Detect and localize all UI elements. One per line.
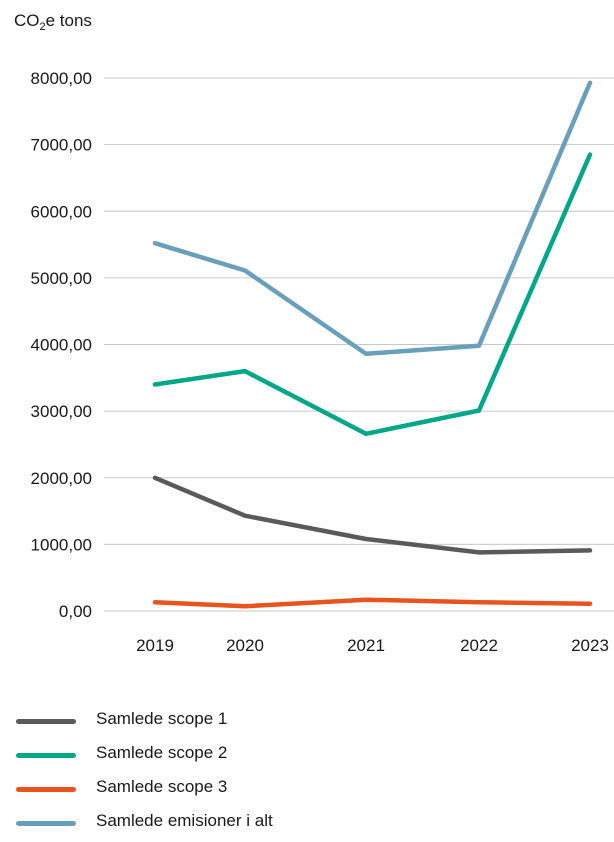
y-tick-label: 1000,00 [31, 535, 92, 554]
y-axis-label-rest: e tons [46, 11, 92, 30]
legend-label: Samlede scope 3 [96, 777, 228, 796]
legend-item: Samlede scope 2 [16, 740, 576, 774]
y-axis-ticks: 0,00 1000,00 2000,00 3000,00 4000,00 5000,00 6… [31, 69, 92, 621]
legend-label: Samlede scope 2 [96, 743, 228, 762]
legend-label: Samlede emisioner i alt [96, 811, 273, 830]
series-line-3 [152, 597, 593, 609]
legend-swatch [16, 753, 76, 758]
legend-item: Samlede emisioner i alt [16, 808, 576, 842]
x-axis-ticks: 2019 2020 2021 2022 2023 [136, 636, 609, 655]
y-tick-label: 3000,00 [31, 402, 92, 421]
legend-swatch [16, 719, 76, 724]
y-axis-label-subscript: 2 [40, 21, 46, 33]
line-chart: CO2e tons 0,00 1000,00 2000,00 3000,00 4000,… [14, 11, 614, 655]
series-line-4 [152, 80, 593, 357]
y-tick-label: 6000,00 [31, 202, 92, 221]
y-tick-label: 5000,00 [31, 269, 92, 288]
legend-item: Samlede scope 3 [16, 774, 576, 808]
legend: Samlede scope 1 Samlede scope 2 Samlede sc… [16, 706, 576, 842]
gridlines [104, 77, 614, 612]
y-tick-label: 4000,00 [31, 336, 92, 355]
y-tick-label: 2000,00 [31, 469, 92, 488]
y-tick-label: 8000,00 [31, 69, 92, 88]
legend-swatch [16, 787, 76, 792]
legend-swatch [16, 821, 76, 826]
legend-label: Samlede scope 1 [96, 709, 228, 728]
series-lines [152, 80, 593, 609]
x-tick-label: 2021 [347, 636, 385, 655]
y-tick-label: 0,00 [59, 602, 92, 621]
x-tick-label: 2023 [571, 636, 609, 655]
y-axis-label: CO2e tons [14, 11, 92, 33]
y-axis-label-main: CO [14, 11, 40, 30]
y-tick-label: 7000,00 [31, 136, 92, 155]
legend-item: Samlede scope 1 [16, 706, 576, 740]
series-line-2 [152, 152, 593, 437]
x-tick-label: 2019 [136, 636, 174, 655]
series-line-1 [152, 475, 593, 555]
x-tick-label: 2020 [226, 636, 264, 655]
x-tick-label: 2022 [460, 636, 498, 655]
